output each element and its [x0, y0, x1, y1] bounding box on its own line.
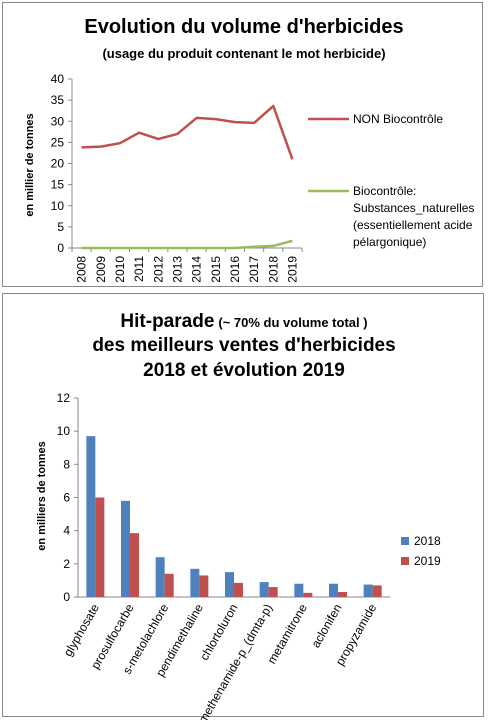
bar-2019-dimethenamide-p_(dmta-p)	[268, 587, 278, 597]
series-line-0	[81, 104, 294, 160]
y-tick-label: 10	[57, 424, 71, 438]
bar-2019-chlortoluron	[234, 582, 243, 597]
x-tick-label: 2008	[75, 256, 89, 283]
x-tick-label: 2011	[132, 256, 146, 282]
y-tick-label: 30	[51, 114, 65, 128]
line-chart-panel: Evolution du volume d'herbicides (usage …	[2, 2, 483, 287]
legend-label: NON Biocontrôle	[353, 112, 443, 126]
x-tick-label: 2017	[247, 256, 261, 283]
y-tick-label: 4	[63, 524, 70, 538]
y-tick-label: 12	[57, 391, 71, 405]
legend-label: Substances_naturelles	[353, 201, 474, 215]
bar-2019-propyzamide	[372, 585, 382, 597]
chart-title: Evolution du volume d'herbicides	[84, 16, 403, 38]
x-tick-label: 2016	[228, 256, 242, 283]
line-chart: Evolution du volume d'herbicides (usage …	[24, 16, 474, 283]
x-tick-label: 2010	[113, 256, 127, 283]
y-tick-label: 8	[63, 457, 70, 471]
y-tick-label: 2	[63, 557, 70, 571]
x-tick-label: 2012	[151, 256, 165, 283]
x-tick-label: 2013	[170, 256, 184, 283]
y-tick-label: 25	[51, 135, 65, 149]
y-tick-label: 35	[51, 93, 65, 107]
bars	[86, 436, 382, 597]
y-tick-label: 15	[51, 178, 65, 192]
bar-2019-aclonifen	[338, 592, 347, 597]
bar-2019-pendimethaline	[199, 575, 209, 597]
bar-2019-s-metolachlore	[164, 573, 174, 597]
chart-title-main: Hit-parade	[120, 311, 214, 332]
chart-title-line2: des meilleurs ventes d'herbicides	[92, 335, 395, 356]
x-tick-label: 2018	[266, 256, 280, 283]
legend-label: 2019	[414, 554, 441, 568]
axes: 024681012glyphosateprosulfocarbes-metola…	[57, 391, 390, 720]
bar-2019-metamitrone	[303, 592, 313, 597]
legend-label: 2018	[414, 534, 441, 548]
bar-2018-propyzamide	[363, 584, 373, 597]
bar-2019-glyphosate	[95, 497, 105, 597]
y-axis-label: en milliers de tonnes	[36, 441, 48, 550]
y-tick-label: 0	[63, 590, 70, 604]
axes: 0 5 10 15 20 25 30 35 40 2008 2009 2010 2011 2012 2013…	[51, 72, 303, 283]
x-tick-label: aclonifen	[308, 602, 344, 651]
x-tick-label: 2015	[209, 256, 223, 283]
legend-label: Biocontrôle:	[353, 184, 416, 198]
y-tick-label: 10	[51, 199, 65, 213]
bar-2018-pendimethaline	[190, 568, 200, 597]
series-lines	[81, 104, 294, 250]
bar-chart-panel: Hit-parade (~ 70% du volume total ) des m…	[2, 293, 484, 720]
bar-2018-glyphosate	[86, 436, 96, 597]
bar-2018-s-metolachlore	[155, 557, 165, 597]
chart-subtitle: (usage du produit contenant le mot herbi…	[102, 46, 385, 61]
y-tick-label: 40	[51, 72, 65, 86]
legend-label: pélargonique)	[353, 235, 426, 249]
bar-2018-dimethenamide-p_(dmta-p)	[259, 582, 269, 597]
bar-chart: Hit-parade (~ 70% du volume total ) des m…	[36, 311, 441, 720]
y-tick-label: 20	[51, 157, 65, 171]
y-tick-label: 0	[57, 241, 64, 255]
chart-title-line3: 2018 et évolution 2019	[143, 360, 345, 381]
bar-2018-prosulfocarbe	[121, 500, 130, 597]
bar-2018-metamitrone	[294, 583, 304, 597]
x-tick-label: 2019	[285, 256, 299, 283]
legend-swatch-0	[401, 537, 409, 545]
bar-2018-chlortoluron	[225, 572, 234, 597]
bar-2018-aclonifen	[329, 583, 338, 597]
series-line-1	[81, 239, 293, 250]
legend: NON Biocontrôle Biocontrôle: Substances_na…	[308, 112, 474, 249]
y-tick-label: 5	[57, 220, 64, 234]
x-tick-label: 2009	[94, 256, 108, 283]
y-tick-label: 6	[63, 491, 70, 505]
chart-title-note: (~ 70% du volume total )	[218, 315, 367, 330]
legend-label: (essentiellement acide	[353, 218, 473, 232]
chart-title-line1: Hit-parade (~ 70% du volume total )	[120, 311, 367, 332]
legend: 2018 2019	[401, 534, 441, 568]
legend-swatch-1	[401, 557, 409, 565]
x-tick-label: 2014	[190, 256, 204, 283]
y-axis-label: en millier de tonnes	[24, 113, 36, 216]
bar-2019-prosulfocarbe	[130, 533, 139, 597]
